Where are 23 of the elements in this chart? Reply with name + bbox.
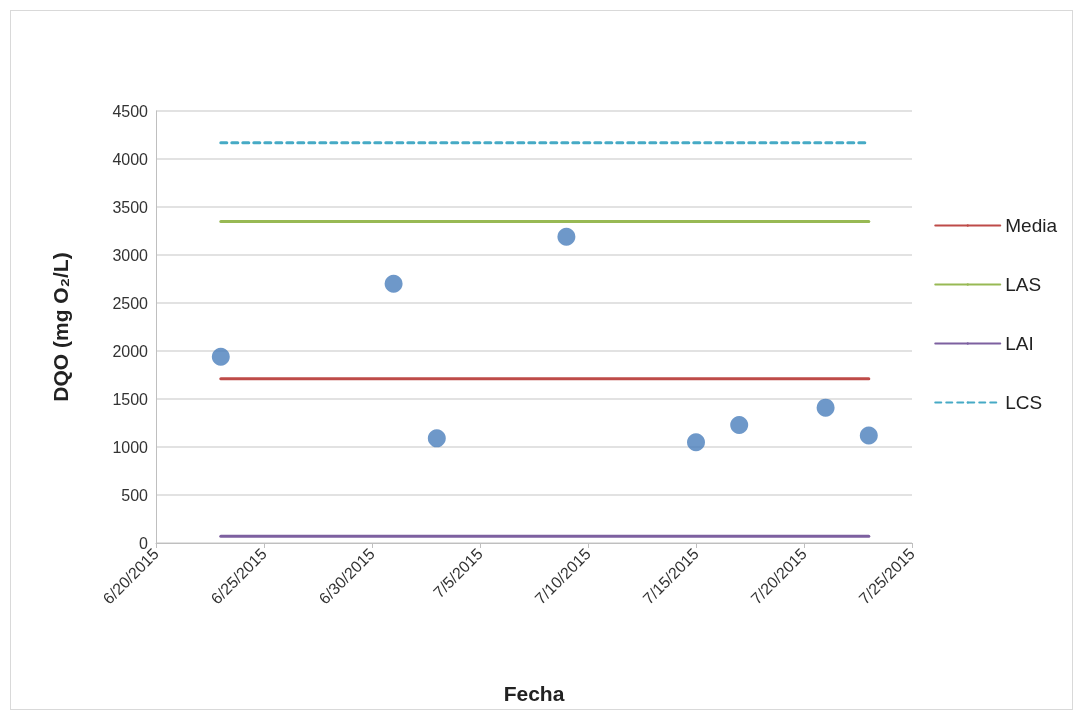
y-tick-label: 500 <box>121 486 149 504</box>
y-tick-label: 4000 <box>112 150 149 168</box>
point <box>427 429 446 448</box>
legend-label: Media <box>1005 215 1058 236</box>
legend-label: LAI <box>1005 333 1034 354</box>
point <box>384 274 403 293</box>
y-tick-label: 4500 <box>112 102 149 120</box>
legend-label: LCS <box>1005 392 1043 413</box>
point <box>557 227 576 246</box>
y-tick-label: 1500 <box>112 390 149 408</box>
point <box>816 398 835 417</box>
point <box>211 347 230 366</box>
y-tick-label: 3000 <box>112 246 149 264</box>
y-tick-label: 3500 <box>112 198 149 216</box>
legend-label: LAS <box>1005 274 1042 295</box>
y-tick-label: 2500 <box>112 294 149 312</box>
point <box>859 426 878 445</box>
point <box>687 433 705 452</box>
y-tick-label: 2000 <box>112 342 149 360</box>
y-axis-title: DQO (mg O₂/L) <box>49 252 72 402</box>
x-axis-title: Fecha <box>503 682 565 705</box>
y-tick-label: 1000 <box>112 438 149 456</box>
point <box>730 415 749 434</box>
